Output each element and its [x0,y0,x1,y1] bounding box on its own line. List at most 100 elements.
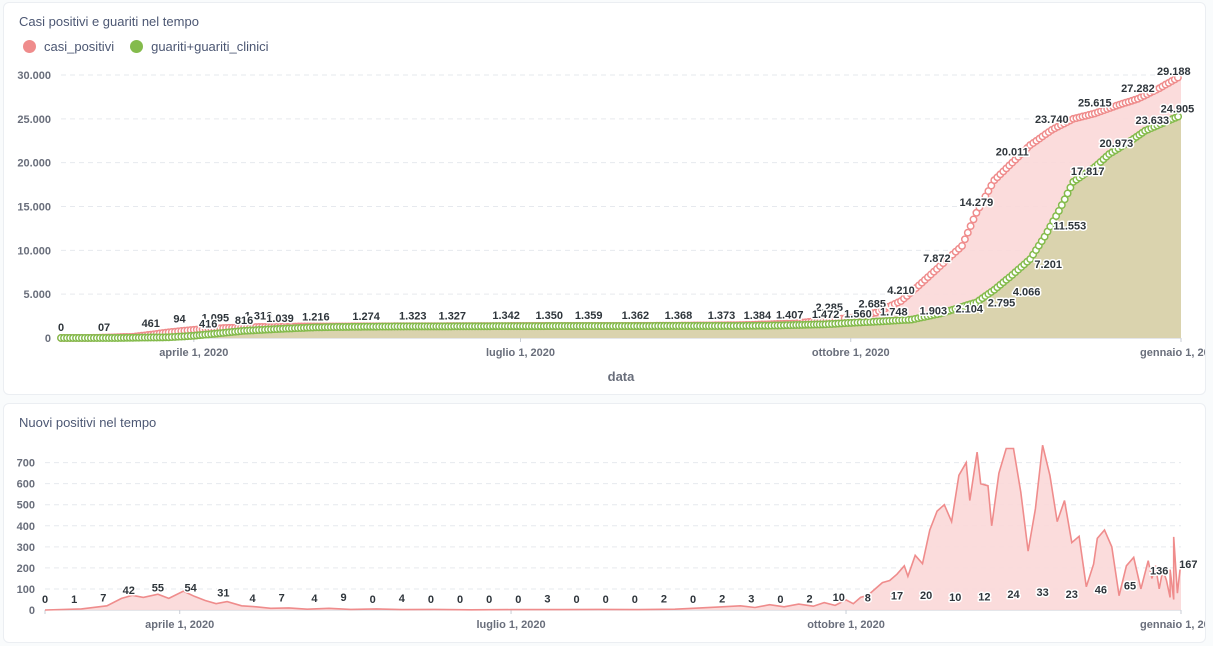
data-label: 23 [1066,589,1078,601]
x-tick-label: ottobre 1, 2020 [807,619,885,631]
data-label: 167 [1179,559,1197,571]
x-tick-label: gennaio 1, 2021 [1140,347,1206,359]
data-label: 4 [311,593,318,605]
y-tick-label: 600 [17,479,35,491]
data-label: 20.011 [996,147,1029,159]
data-label: 0 [777,594,783,606]
data-label: 0 [486,594,492,606]
data-label: 29.188 [1157,66,1191,78]
data-label: 7 [279,593,285,605]
y-tick-label: 500 [17,500,35,512]
legend-dot-icon [23,40,36,53]
data-point[interactable] [966,222,975,231]
data-label: 1.373 [708,310,736,322]
data-label: 1.316 [245,310,273,322]
data-label: 1.350 [535,310,563,322]
data-label: 4 [399,593,406,605]
x-tick-label: aprile 1, 2020 [159,347,228,359]
data-label: 25.615 [1078,97,1112,109]
y-tick-label: 20.000 [17,158,51,170]
y-tick-label: 300 [17,542,35,554]
data-label: 0 [690,594,696,606]
data-label: 1.359 [575,310,603,322]
data-point[interactable] [1173,73,1182,82]
data-label: 7.872 [923,253,951,265]
data-label: 3 [748,593,754,605]
data-point[interactable] [1060,195,1069,204]
data-label: 0 [515,594,521,606]
data-label: 46 [1095,584,1107,596]
data-label: 1.327 [439,310,467,322]
data-label: 12 [978,591,990,603]
data-label: 1.407 [776,310,804,322]
x-tick-label: ottobre 1, 2020 [812,347,890,359]
data-point[interactable] [958,241,966,250]
data-label: 2.285 [815,302,843,314]
data-label: 54 [185,583,198,595]
data-point[interactable] [1174,112,1183,121]
chart-title: Casi positivi e guariti nel tempo [19,14,199,29]
y-tick-label: 200 [17,563,35,575]
series-area-0 [45,445,1181,610]
data-label: 17 [891,590,903,602]
data-point[interactable] [963,228,972,237]
data-label: 2.795 [988,297,1016,309]
data-label: 1.342 [492,310,520,322]
data-label: 4.066 [1013,286,1041,298]
legend-item-guariti[interactable]: guariti+guariti_clinici [130,39,269,54]
data-label: 3 [544,593,550,605]
data-label: 1.095 [202,312,230,324]
data-label: 33 [1037,587,1049,599]
data-label: 1.472 [812,309,840,321]
y-tick-label: 30.000 [17,70,51,82]
series-area-1 [61,115,1181,338]
data-label: 17.817 [1071,166,1105,178]
data-label: 7.201 [1034,259,1062,271]
legend: casi_positivi guariti+guariti_clinici [23,39,285,54]
data-point[interactable] [960,235,969,244]
data-label: 0 [428,594,434,606]
data-label: 07 [98,322,110,334]
data-label: 94 [173,314,186,326]
series-line-0 [44,445,1182,611]
data-label: 65 [1124,580,1136,592]
data-label: 1.362 [622,310,650,322]
x-tick-label: aprile 1, 2020 [145,619,214,631]
chart-title: Nuovi positivi nel tempo [19,415,157,430]
data-label: 7 [100,593,106,605]
data-label: 0 [457,594,463,606]
data-label: 1.748 [880,307,908,319]
data-label: 2 [719,594,725,606]
legend-label: guariti+guariti_clinici [151,39,269,54]
data-label: 9 [341,592,347,604]
data-label: 1.368 [665,310,693,322]
data-label: 816 [235,315,253,327]
data-label: 4.210 [887,285,915,297]
data-label: 1.039 [266,313,294,325]
data-label: 24 [1007,589,1020,601]
data-label: 4 [249,593,256,605]
data-label: 42 [123,585,135,597]
y-tick-label: 5.000 [23,289,51,301]
y-tick-label: 400 [17,521,35,533]
data-label: 416 [199,318,217,330]
data-label: 27.282 [1121,83,1155,95]
data-label: 461 [142,318,160,330]
data-label: 0 [370,594,376,606]
data-label: 1.560 [844,308,872,320]
series-markers-1 [57,112,1183,342]
data-label: 0 [603,594,609,606]
data-label: 1 [71,594,77,606]
data-label: 11.553 [1053,221,1086,233]
data-label: 136 [1150,565,1168,577]
y-tick-label: 10.000 [17,245,51,257]
y-tick-label: 0 [45,333,51,345]
data-label: 0 [58,322,64,334]
data-label: 24.905 [1161,104,1195,116]
x-tick-label: gennaio 1, 2021 [1140,619,1206,631]
data-point[interactable] [969,215,978,224]
data-label: 55 [152,582,164,594]
legend-item-casi-positivi[interactable]: casi_positivi [23,39,114,54]
legend-label: casi_positivi [44,39,115,54]
